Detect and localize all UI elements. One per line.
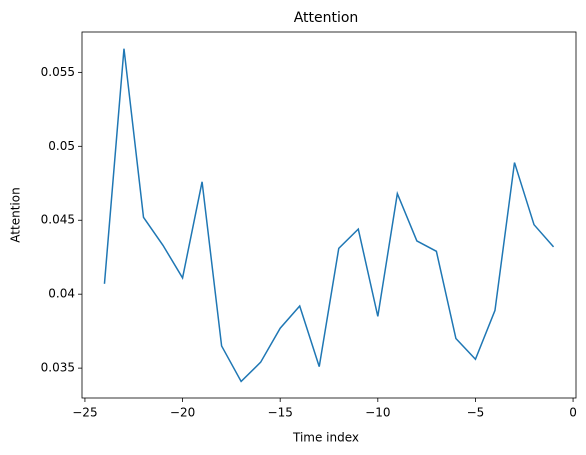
y-tick-label: 0.055 — [41, 65, 75, 79]
line-series — [103, 48, 555, 383]
x-tick-label: 0 — [569, 406, 577, 420]
y-tick-label: 0.045 — [41, 213, 75, 227]
x-tick-label: −5 — [467, 406, 485, 420]
x-axis-label: Time index — [292, 431, 359, 445]
chart-title: Attention — [294, 10, 359, 26]
y-axis-label: Attention — [9, 187, 23, 242]
x-tick-label: −20 — [170, 406, 195, 420]
x-tick-label: −15 — [268, 406, 293, 420]
x-tick-label: −10 — [365, 406, 390, 420]
y-tick-label: 0.05 — [48, 139, 75, 153]
plot-frame — [81, 31, 577, 399]
y-tick-label: 0.035 — [41, 361, 75, 375]
y-tick-label: 0.04 — [48, 287, 75, 301]
x-tick-label: −25 — [72, 406, 97, 420]
